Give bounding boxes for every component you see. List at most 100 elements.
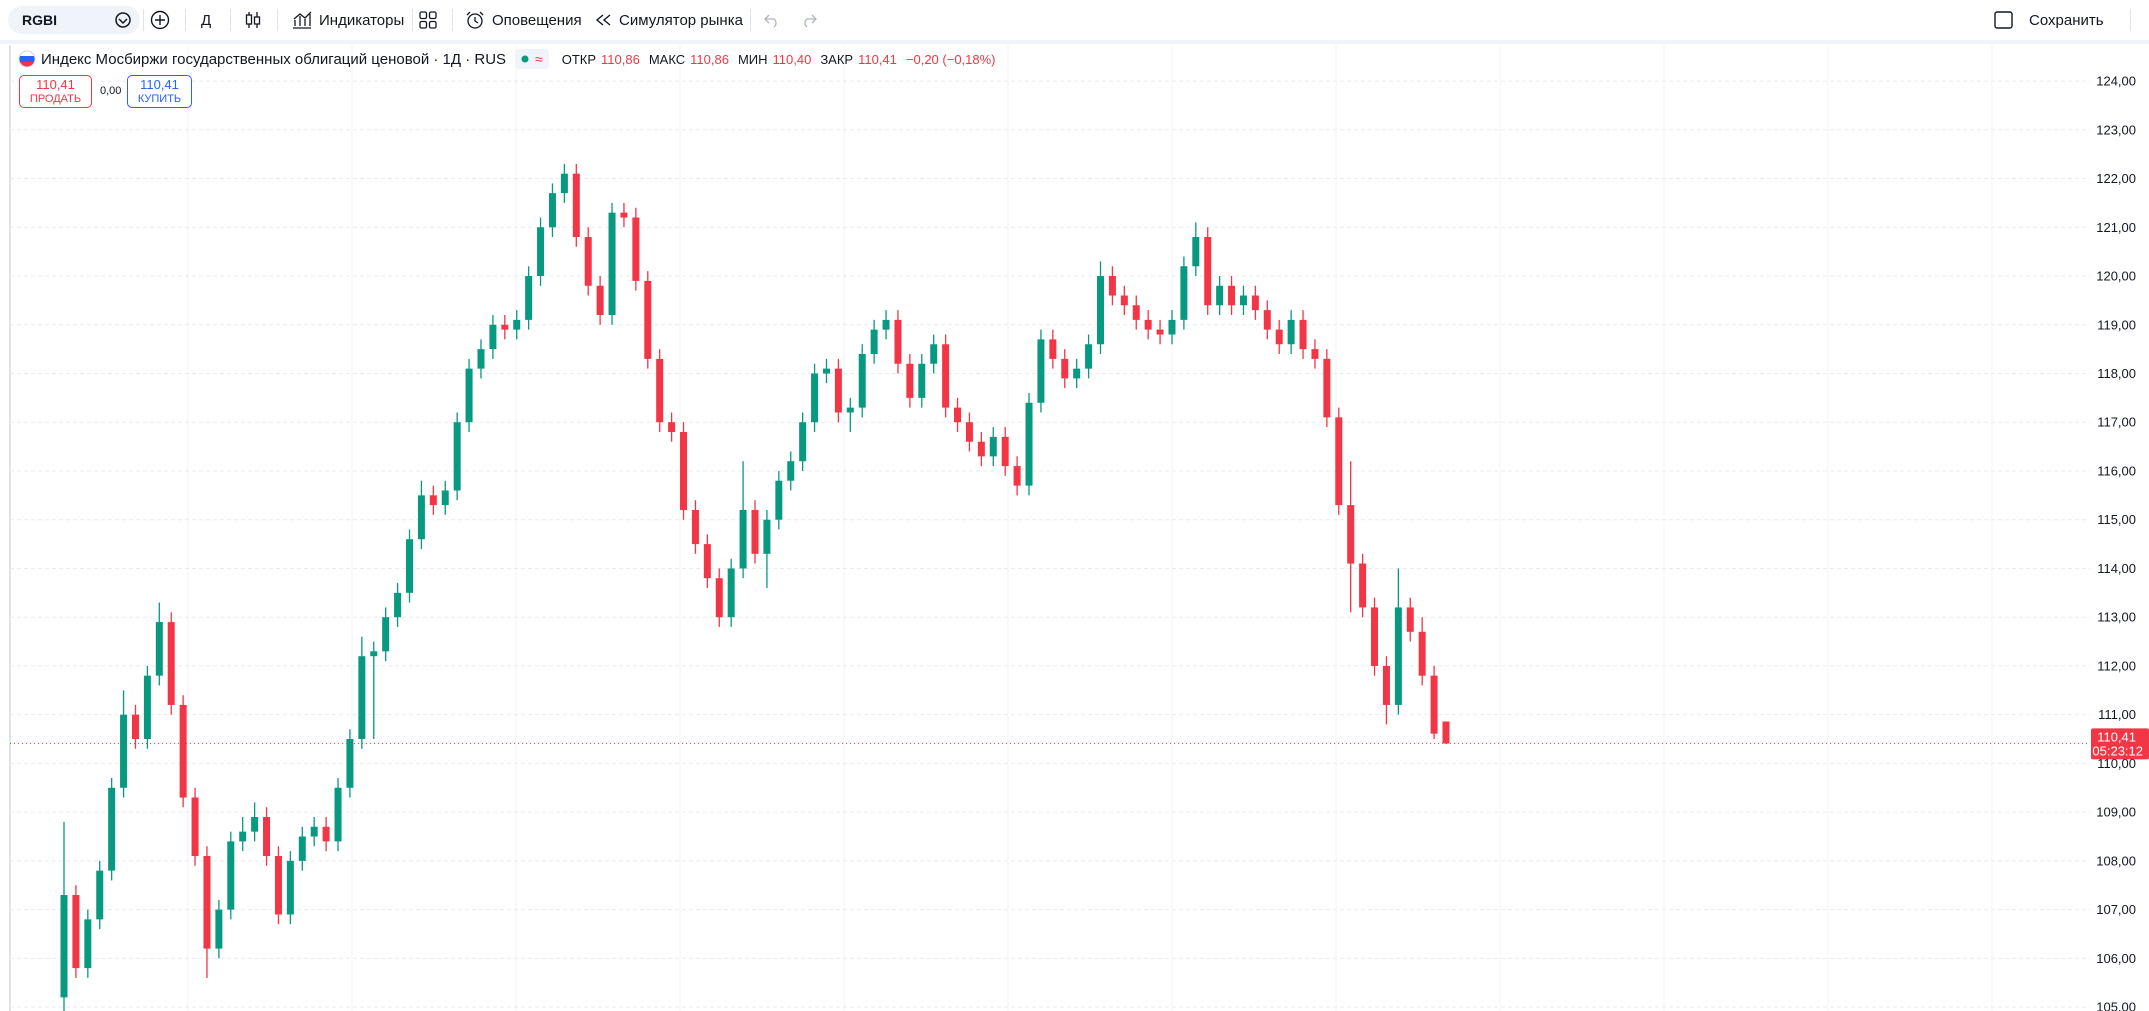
last-price-box — [2091, 728, 2149, 760]
candle-body — [751, 509, 759, 554]
candle-body — [1001, 436, 1009, 467]
candle-body — [1192, 237, 1200, 267]
layouts-icon[interactable] — [418, 10, 438, 30]
candle-body — [989, 436, 997, 457]
candle-body — [656, 358, 664, 423]
candle-body — [858, 354, 866, 408]
status-badge: ≈ — [515, 49, 549, 69]
y-tick-label: 106,00 — [2096, 951, 2136, 966]
high-label: МАКС — [648, 51, 686, 67]
candle-body — [179, 704, 187, 798]
redo-icon[interactable] — [800, 11, 818, 29]
candle-body — [1359, 563, 1367, 608]
y-tick-label: 112,00 — [2097, 658, 2136, 673]
candle-body — [286, 860, 294, 915]
candle-body — [739, 509, 747, 569]
add-icon[interactable] — [150, 10, 170, 30]
save-text: Сохранить — [2029, 11, 2104, 29]
candle-body — [441, 490, 449, 506]
candle-body — [1275, 329, 1283, 345]
candle-body — [846, 407, 854, 413]
candle-body — [453, 422, 461, 491]
candle-body — [227, 841, 235, 910]
spread: 0,00 — [100, 85, 122, 97]
candle-body — [1263, 310, 1271, 330]
candle-body — [668, 422, 676, 432]
candle-body — [1061, 358, 1069, 379]
buy-button[interactable]: 110,41 КУПИТЬ — [127, 75, 192, 108]
candle-body — [1037, 339, 1045, 403]
symbol[interactable]: RGBI — [22, 0, 57, 40]
candle-body — [620, 212, 628, 218]
candle-body — [417, 495, 425, 540]
candle-body — [1442, 721, 1450, 744]
sell-button[interactable]: 110,41 ПРОДАТЬ — [19, 75, 92, 108]
indicators-text: Индикаторы — [319, 11, 405, 29]
candle-body — [1406, 607, 1414, 632]
candle-body — [346, 739, 354, 788]
candle-body — [1287, 319, 1295, 345]
y-tick-label: 107,00 — [2096, 902, 2136, 917]
separator — [750, 9, 751, 31]
candle-body — [1156, 329, 1164, 335]
y-tick-label: 120,00 — [2096, 269, 2136, 284]
candle-body — [1085, 344, 1093, 369]
symbol-search[interactable] — [8, 6, 140, 34]
candle-body — [822, 368, 830, 374]
candle-body — [370, 651, 378, 657]
indicators-button[interactable]: Индикаторы — [291, 0, 404, 40]
candle-body — [274, 856, 282, 915]
candle-body — [1144, 319, 1152, 330]
last-price-label: 110,41 — [2097, 729, 2136, 744]
y-tick-label: 121,00 — [2096, 220, 2136, 235]
separator — [230, 9, 231, 31]
candle-body — [1382, 665, 1390, 705]
candle-body — [977, 441, 985, 457]
candle-body — [513, 319, 521, 330]
replay-text: Симулятор рынка — [619, 11, 743, 29]
candle-body — [334, 787, 342, 842]
candle-body — [1216, 285, 1224, 306]
change-value: −0,20 (−0,18%) — [905, 51, 996, 67]
symbol-title: Индекс Мосбиржи государственных облигаци… — [41, 50, 507, 68]
y-tick-label: 124,00 — [2096, 74, 2136, 89]
candle-body — [394, 592, 402, 618]
candle-body — [965, 422, 973, 442]
y-tick-label: 122,00 — [2096, 171, 2136, 186]
candle-body — [1073, 368, 1081, 379]
candle-body — [1228, 285, 1236, 306]
separator — [185, 9, 186, 31]
alerts-button[interactable]: Оповещения — [464, 0, 582, 40]
low-value: 110,40 — [772, 51, 812, 67]
low-label: МИН — [737, 51, 768, 67]
alerts-text: Оповещения — [492, 11, 582, 29]
replay-button[interactable]: Симулятор рынка — [593, 0, 743, 40]
candle-body — [1418, 631, 1426, 676]
candle-body — [787, 461, 795, 481]
candle-body — [596, 285, 604, 316]
interval[interactable]: Д — [201, 0, 211, 40]
compare-icon[interactable] — [113, 11, 133, 29]
candle-body — [155, 622, 163, 676]
y-tick-label: 116,00 — [2097, 463, 2136, 478]
candle-body — [870, 329, 878, 355]
candle-body — [84, 919, 92, 969]
candle-body — [727, 568, 735, 618]
y-tick-label: 108,00 — [2096, 853, 2136, 868]
save-button[interactable]: Сохранить — [1993, 0, 2104, 40]
candle-body — [525, 276, 533, 320]
candle-body — [644, 280, 652, 359]
toolbar: RGBI Д Индикаторы Оповещения Симулятор р… — [0, 0, 2149, 44]
high-value: 110,86 — [690, 51, 729, 67]
chart-type-icon[interactable] — [244, 10, 262, 30]
candle-body — [1168, 319, 1176, 335]
close-label: ЗАКР — [820, 51, 854, 67]
separator — [2130, 9, 2131, 31]
candle-body — [251, 817, 259, 832]
candle-body — [811, 373, 819, 423]
undo-icon[interactable] — [763, 11, 781, 29]
candle-body — [715, 578, 723, 618]
candle-body — [1120, 295, 1128, 306]
y-tick-label: 105,00 — [2096, 1000, 2136, 1011]
